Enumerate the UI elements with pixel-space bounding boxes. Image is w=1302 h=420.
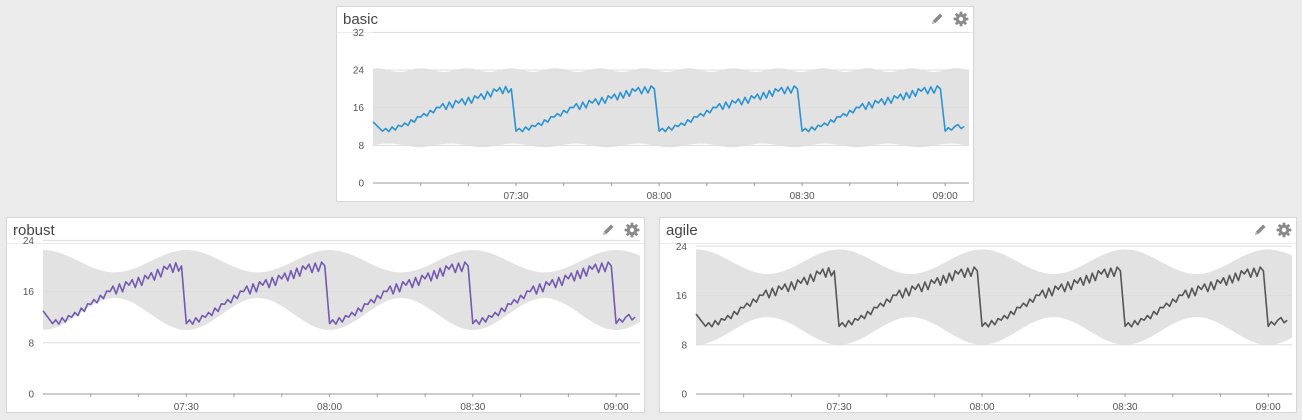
x-tick-label: 07:30: [504, 191, 529, 201]
pencil-icon[interactable]: [1252, 222, 1268, 238]
y-tick-label: 16: [353, 103, 365, 114]
x-tick-label: 09:00: [1256, 402, 1281, 412]
x-tick-label: 09:00: [604, 402, 629, 412]
x-tick-label: 09:00: [933, 191, 958, 201]
widget-title: basic: [343, 11, 379, 28]
y-tick-label: 24: [676, 242, 688, 253]
x-tick-label: 08:00: [317, 402, 342, 412]
series-line: [695, 266, 1288, 328]
series-line: [42, 261, 636, 325]
series-line: [372, 85, 965, 133]
timeseries-chart: 0 8 16 24 32 07:30 08:00 08:30 09:00: [353, 28, 969, 201]
timeseries-chart: 0 8 16 24 07:30 08:00 08:30 09:00: [23, 236, 640, 412]
y-tick-label: 0: [681, 390, 687, 401]
widget-agile: agile 0 8 16 24 07:30 08:00 08:30 09:00: [659, 217, 1297, 413]
y-tick-label: 8: [681, 340, 687, 351]
widget-robust: robust 0 8 16 24 07:30 08:00 08:30 09:00: [6, 217, 645, 413]
x-tick-label: 08:30: [790, 191, 815, 201]
x-tick-label: 08:00: [647, 191, 672, 201]
gear-icon[interactable]: [624, 222, 640, 238]
y-tick-label: 8: [28, 338, 34, 349]
widget-header: robust: [7, 218, 644, 244]
y-tick-label: 16: [676, 291, 688, 302]
y-tick-label: 32: [353, 28, 365, 39]
widget-title: robust: [13, 222, 55, 239]
gear-icon[interactable]: [953, 11, 969, 27]
timeseries-chart: 0 8 16 24 07:30 08:00 08:30 09:00: [676, 242, 1292, 412]
x-tick-label: 07:30: [827, 402, 852, 412]
anomaly-band: [696, 249, 1292, 345]
gear-icon[interactable]: [1276, 222, 1292, 238]
widget-basic: basic 0 8 16 24 32 07:30 08:00 08:30 09:00: [336, 6, 974, 202]
anomaly-band: [43, 250, 640, 330]
widget-title: agile: [666, 222, 698, 239]
y-tick-label: 16: [23, 287, 35, 298]
y-tick-label: 0: [28, 390, 34, 401]
pencil-icon[interactable]: [929, 11, 945, 27]
widget-header: agile: [660, 218, 1296, 244]
y-tick-label: 24: [23, 236, 35, 247]
x-tick-label: 08:00: [970, 402, 995, 412]
x-tick-label: 07:30: [174, 402, 199, 412]
y-tick-label: 24: [353, 66, 365, 77]
y-tick-label: 0: [358, 179, 364, 190]
x-tick-label: 08:30: [460, 402, 485, 412]
pencil-icon[interactable]: [600, 222, 616, 238]
y-tick-label: 8: [358, 141, 364, 152]
x-tick-label: 08:30: [1113, 402, 1138, 412]
